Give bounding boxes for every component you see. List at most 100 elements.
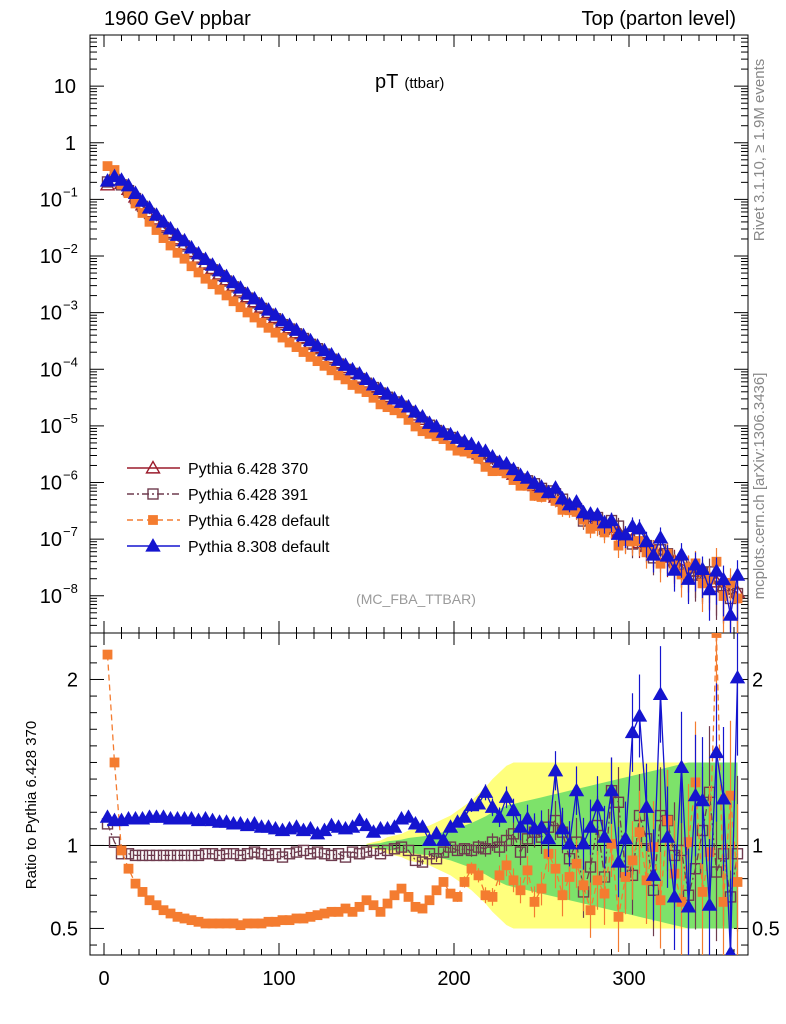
watermark: (MC_FBA_TTBAR) xyxy=(356,591,476,607)
data-point xyxy=(165,240,176,251)
data-point xyxy=(353,848,366,860)
data-point xyxy=(269,848,282,860)
data-point xyxy=(127,185,144,199)
data-point xyxy=(484,799,501,813)
data-point xyxy=(281,317,298,332)
y-tick-label: 10 xyxy=(40,189,62,211)
y-tick-exponent: −3 xyxy=(63,298,78,313)
data-point xyxy=(290,846,303,858)
data-point xyxy=(221,290,232,301)
data-point xyxy=(547,480,564,494)
data-point xyxy=(274,312,291,327)
data-point xyxy=(176,232,193,247)
data-point xyxy=(505,461,522,476)
data-point xyxy=(113,172,130,186)
legend: Pythia 6.428 370 Pythia 6.428 391 Pythia 6… xyxy=(127,460,330,556)
data-point xyxy=(172,247,183,258)
data-point xyxy=(431,885,442,896)
data-point xyxy=(197,251,214,266)
data-point xyxy=(533,479,550,493)
data-point xyxy=(337,357,354,371)
data-point xyxy=(141,200,158,214)
data-point xyxy=(400,809,417,823)
data-point xyxy=(561,835,578,850)
data-point xyxy=(393,394,410,408)
data-point xyxy=(256,317,267,328)
data-point xyxy=(330,352,347,366)
data-point xyxy=(697,887,708,897)
data-point xyxy=(617,830,634,845)
data-point xyxy=(421,832,438,847)
y-tick-label: 10 xyxy=(40,416,62,438)
data-point xyxy=(568,782,585,797)
data-point xyxy=(470,796,487,810)
data-point xyxy=(129,849,142,862)
data-point xyxy=(473,870,484,881)
data-point xyxy=(318,848,331,860)
data-point xyxy=(232,280,249,294)
data-point xyxy=(151,900,162,911)
data-point xyxy=(505,802,522,817)
data-point xyxy=(417,903,428,914)
data-point xyxy=(213,849,226,862)
data-point xyxy=(631,708,648,722)
data-point xyxy=(155,214,172,228)
data-point xyxy=(459,877,470,887)
data-point xyxy=(403,892,414,902)
data-point xyxy=(582,819,599,833)
x-tick-label: 0 xyxy=(98,968,109,990)
data-point xyxy=(592,875,603,886)
data-point xyxy=(309,338,326,352)
data-point xyxy=(638,533,655,548)
data-point xyxy=(424,895,435,906)
data-point xyxy=(346,846,359,858)
data-point xyxy=(326,365,337,376)
data-point xyxy=(421,415,438,429)
data-point xyxy=(444,841,457,853)
data-point xyxy=(386,819,403,833)
data-point xyxy=(190,245,207,260)
data-point xyxy=(220,848,233,860)
legend-label: Pythia 8.308 default xyxy=(188,539,330,556)
data-point xyxy=(571,858,582,869)
data-point xyxy=(374,848,387,860)
data-point xyxy=(603,512,620,527)
data-point xyxy=(435,832,452,847)
y-tick-exponent: −5 xyxy=(63,411,78,426)
data-point xyxy=(514,846,527,858)
data-point xyxy=(368,392,379,403)
data-point xyxy=(529,896,540,907)
data-point xyxy=(137,887,148,897)
data-point xyxy=(491,809,508,823)
data-point xyxy=(701,897,718,911)
y-tick-exponent: −2 xyxy=(63,241,78,256)
data-point xyxy=(372,381,389,396)
legend-label: Pythia 6.428 default xyxy=(188,513,330,530)
data-point xyxy=(207,279,218,290)
data-point xyxy=(382,898,393,909)
data-point xyxy=(183,239,200,254)
data-point xyxy=(557,890,568,901)
data-point xyxy=(365,377,382,391)
data-point xyxy=(344,819,361,833)
data-point xyxy=(354,901,365,912)
data-point xyxy=(171,849,184,862)
data-point xyxy=(235,302,246,313)
data-point xyxy=(358,817,375,832)
data-point xyxy=(477,443,494,457)
data-point xyxy=(157,849,170,862)
data-point xyxy=(610,854,627,868)
ratio-series-2 xyxy=(102,633,743,955)
y-tick-label: 1 xyxy=(65,133,76,155)
data-point xyxy=(612,796,625,808)
y-tick-label-right: 1 xyxy=(752,835,763,857)
data-point xyxy=(249,312,260,323)
data-point xyxy=(148,207,165,221)
data-point xyxy=(701,581,718,596)
data-point xyxy=(277,332,288,343)
data-point xyxy=(498,456,515,470)
data-point xyxy=(673,546,690,561)
data-point xyxy=(302,332,319,347)
data-point xyxy=(584,861,597,873)
